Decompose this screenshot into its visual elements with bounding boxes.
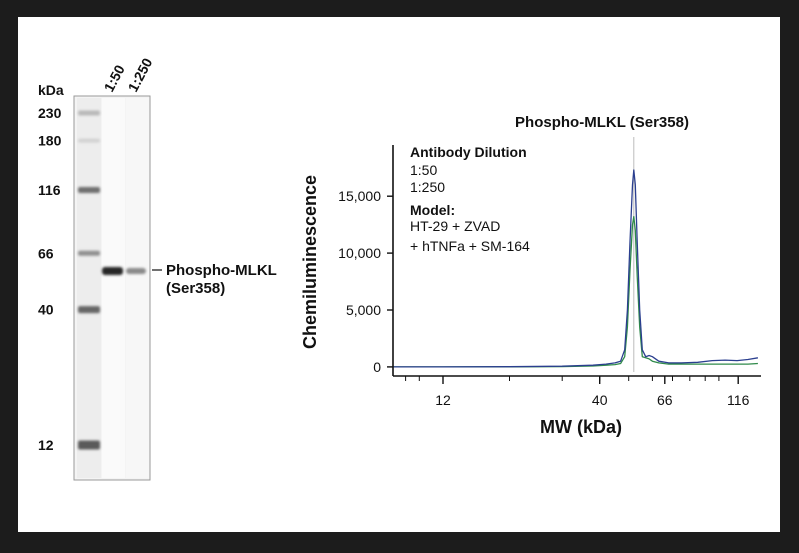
ladder-band <box>78 187 100 193</box>
ladder-band <box>78 306 100 314</box>
ladder-label: 116 <box>38 182 61 198</box>
electropherogram-chart: Phospho-MLKL (Ser358) 0 5,000 10,000 15,000… <box>300 114 761 437</box>
legend-heading: Antibody Dilution <box>410 144 527 160</box>
ladder-markers: 230 180 116 66 40 12 <box>38 105 100 453</box>
ladder-label: 40 <box>38 302 54 318</box>
blot-panel: kDa 1:50 1:250 230 180 116 66 40 12 Phospho-M… <box>38 55 277 481</box>
legend-entry-1-250: 1:250 <box>410 179 445 195</box>
x-tick-label: 40 <box>592 392 608 408</box>
series-line-1-250 <box>393 216 758 368</box>
ladder-band <box>78 138 100 143</box>
x-tick-label: 66 <box>657 392 673 408</box>
model-line1: HT-29 + ZVAD <box>410 218 500 234</box>
x-ticks: 124066116180230 <box>405 376 750 408</box>
ladder-label: 66 <box>38 245 54 261</box>
y-ticks: 0 5,000 10,000 15,000 <box>338 188 393 375</box>
x-tick-label: 116 <box>727 392 750 408</box>
y-axis-label: Chemiluminescence <box>300 175 320 349</box>
model-heading: Model: <box>410 202 455 218</box>
y-tick-label: 0 <box>373 359 381 375</box>
figure-canvas: kDa 1:50 1:250 230 180 116 66 40 12 Phospho-M… <box>38 55 761 481</box>
model-line2: + hTNFa + SM-164 <box>410 238 530 254</box>
ladder-label: 180 <box>38 133 62 149</box>
y-tick-label: 5,000 <box>346 302 381 318</box>
ladder-label: 12 <box>38 437 54 453</box>
series-line-1-50 <box>393 169 759 368</box>
lane-label-1-250: 1:250 <box>125 55 156 94</box>
band-label-line1: Phospho-MLKL <box>166 262 277 279</box>
y-tick-label: 15,000 <box>338 188 381 204</box>
band-label-line2: (Ser358) <box>166 280 225 297</box>
figure-panel: kDa 1:50 1:250 230 180 116 66 40 12 Phospho-M… <box>18 17 780 532</box>
legend-entry-1-50: 1:50 <box>410 162 437 178</box>
y-tick-label: 10,000 <box>338 245 381 261</box>
chart-title: Phospho-MLKL (Ser358) <box>515 114 689 131</box>
legend: Antibody Dilution 1:50 1:250 Model: HT-2… <box>410 144 530 254</box>
lane-label-1-50: 1:50 <box>101 62 128 94</box>
kda-label: kDa <box>38 82 64 98</box>
x-axis-label: MW (kDa) <box>540 417 622 437</box>
ladder-band <box>78 110 100 116</box>
ladder-band <box>78 250 100 256</box>
band-lane-1-250 <box>126 268 146 274</box>
series-lines <box>393 169 759 368</box>
band-lane-1-50 <box>102 267 123 275</box>
ladder-label: 230 <box>38 105 62 121</box>
x-tick-label: 12 <box>435 392 451 408</box>
ladder-band <box>78 440 100 450</box>
